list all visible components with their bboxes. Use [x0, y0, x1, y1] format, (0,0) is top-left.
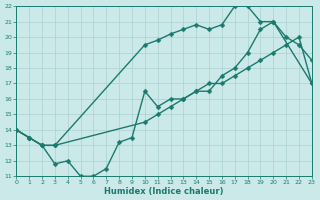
- X-axis label: Humidex (Indice chaleur): Humidex (Indice chaleur): [104, 187, 224, 196]
